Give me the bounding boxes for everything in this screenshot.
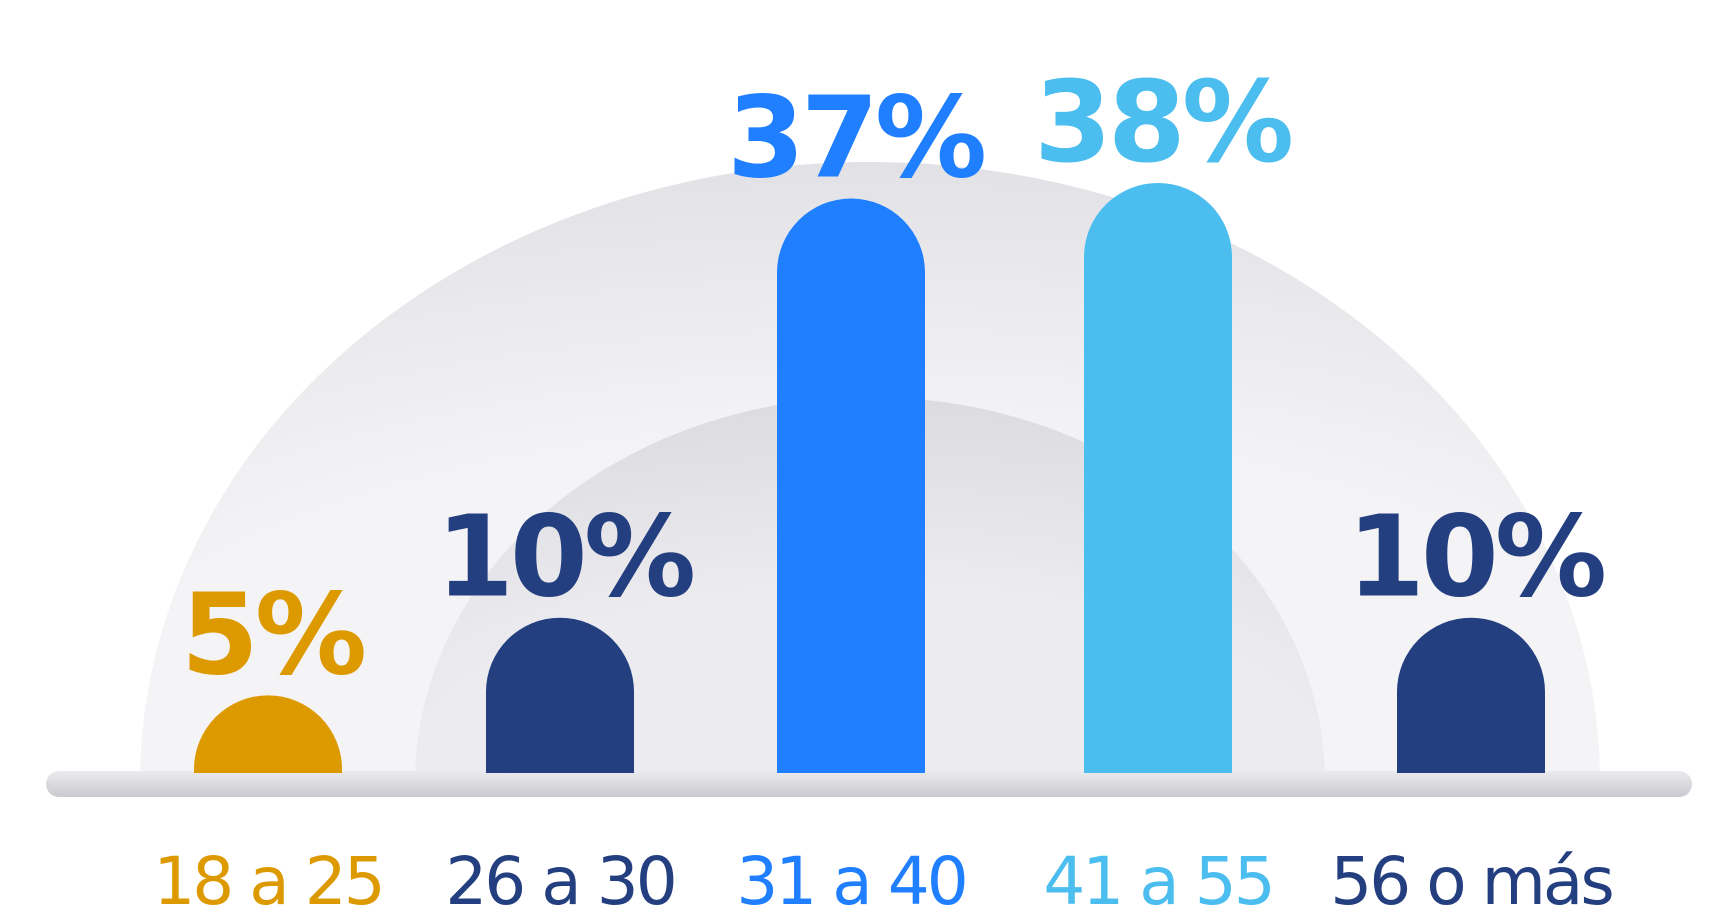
bars: 5% 18 a 25 10% 26 a 30 37% 31 a 40 38% 41 a 55 1… bbox=[153, 58, 1615, 920]
bar bbox=[777, 198, 925, 773]
x-tick-label: 56 o más bbox=[1330, 843, 1612, 920]
bar bbox=[1084, 183, 1232, 773]
x-tick-label: 26 a 30 bbox=[445, 843, 674, 920]
bar bbox=[486, 617, 634, 773]
x-tick-label: 31 a 40 bbox=[736, 843, 965, 920]
value-label: 5% bbox=[181, 570, 364, 700]
bar bbox=[1397, 617, 1545, 773]
value-label: 10% bbox=[436, 493, 693, 623]
value-label: 10% bbox=[1347, 493, 1604, 623]
value-label: 37% bbox=[727, 74, 984, 204]
x-tick-label: 41 a 55 bbox=[1043, 843, 1272, 920]
bar bbox=[194, 695, 342, 773]
x-tick-label: 18 a 25 bbox=[153, 843, 382, 920]
baseline-platform bbox=[46, 771, 1692, 797]
value-label: 38% bbox=[1034, 58, 1291, 188]
